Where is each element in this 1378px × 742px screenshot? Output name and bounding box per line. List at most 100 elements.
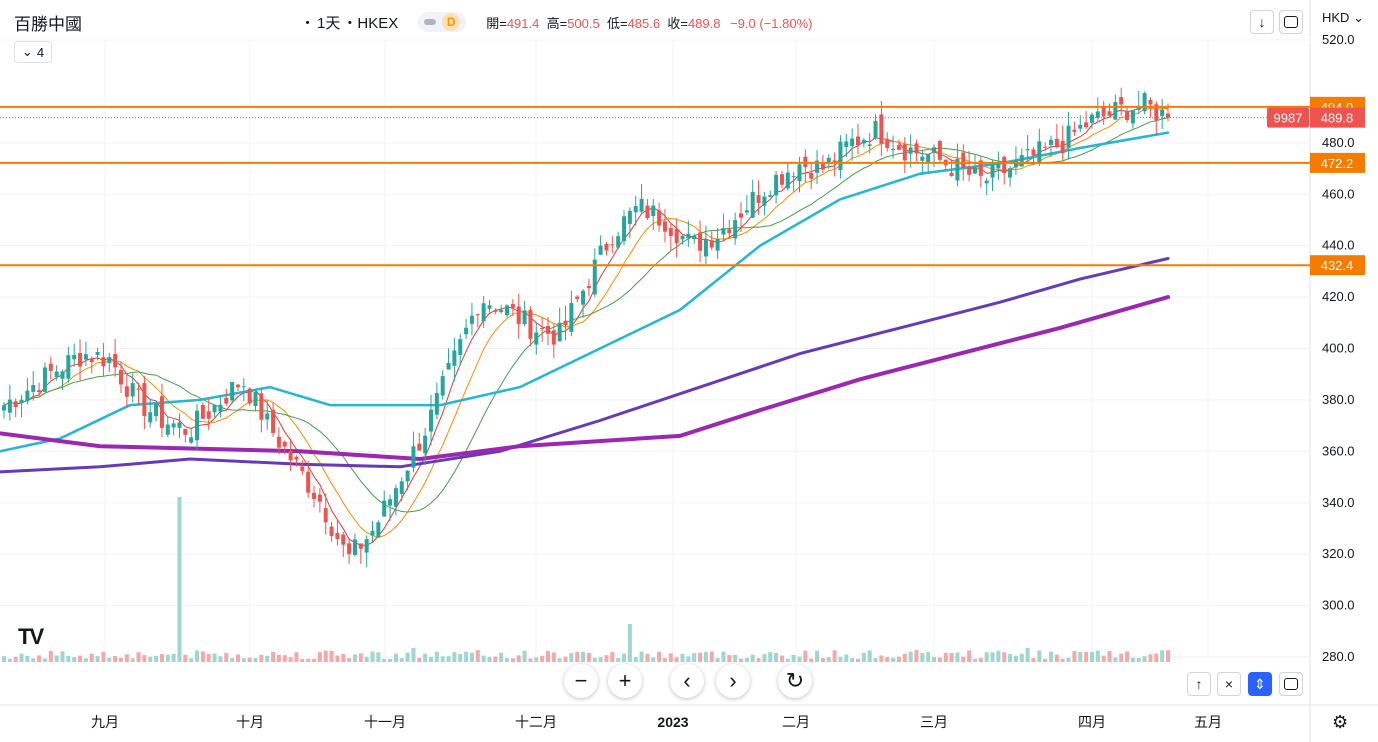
volume-bar bbox=[914, 650, 919, 662]
candle-body bbox=[586, 286, 591, 289]
scroll-left-button[interactable]: ‹ bbox=[670, 664, 704, 698]
volume-bar bbox=[352, 654, 357, 662]
volume-bar bbox=[1084, 652, 1089, 662]
candle-body bbox=[1037, 141, 1042, 163]
candle-body bbox=[908, 147, 913, 154]
candlesticks bbox=[2, 87, 1170, 568]
candle-body bbox=[896, 145, 901, 150]
volume-bar bbox=[212, 653, 217, 662]
download-button[interactable]: ↓ bbox=[1250, 10, 1274, 34]
volume-bar bbox=[1107, 650, 1112, 662]
volume-bar bbox=[399, 658, 404, 662]
volume-bar bbox=[78, 655, 83, 662]
volume-bar bbox=[475, 650, 480, 662]
candle-body bbox=[382, 500, 387, 517]
volume-bar bbox=[124, 654, 129, 662]
candle-body bbox=[1095, 111, 1100, 119]
volume-bar bbox=[358, 653, 363, 662]
candle-body bbox=[978, 160, 983, 176]
candle-body bbox=[352, 539, 357, 555]
interval-label[interactable]: 1天 bbox=[317, 14, 341, 32]
volume-bar bbox=[774, 652, 779, 662]
candle-body bbox=[522, 310, 527, 325]
volume-bar bbox=[505, 658, 510, 662]
volume-bar bbox=[779, 655, 784, 662]
candle-body bbox=[265, 413, 270, 420]
fit-screen-button[interactable] bbox=[1279, 672, 1303, 696]
volume-bar bbox=[1066, 657, 1071, 662]
volume-bar bbox=[622, 653, 627, 662]
volume-bar bbox=[1130, 657, 1135, 662]
candle-body bbox=[832, 160, 837, 163]
volume-bar bbox=[458, 653, 463, 662]
candle-body bbox=[779, 174, 784, 185]
time-tick-label: 2023 bbox=[657, 714, 688, 730]
indicators-toggle-button[interactable]: ⌄ 4 bbox=[14, 41, 52, 63]
volume-bar bbox=[1166, 650, 1170, 662]
volume-bar bbox=[692, 653, 697, 662]
candle-body bbox=[347, 543, 352, 555]
candle-body bbox=[165, 424, 170, 435]
volume-bar bbox=[809, 658, 814, 662]
level-price-label: 432.4 bbox=[1321, 258, 1354, 273]
close-scale-button[interactable]: × bbox=[1217, 672, 1241, 696]
auto-scale-button[interactable]: ⇕ bbox=[1248, 672, 1272, 696]
volume-bar bbox=[616, 657, 621, 662]
candle-body bbox=[575, 296, 580, 300]
candle-body bbox=[481, 303, 486, 322]
candle-body bbox=[83, 354, 88, 360]
candle-body bbox=[651, 205, 656, 216]
market-status-pill[interactable]: D bbox=[418, 12, 467, 32]
volume-bar bbox=[557, 658, 562, 662]
ma-cyan-line bbox=[0, 131, 1170, 453]
volume-bar bbox=[83, 658, 88, 662]
scale-up-button[interactable]: ↑ bbox=[1187, 672, 1211, 696]
volume-bar bbox=[739, 658, 744, 662]
symbol-name[interactable]: 百勝中國 bbox=[14, 14, 82, 34]
candle-body bbox=[990, 164, 995, 178]
fullscreen-icon bbox=[1284, 16, 1298, 28]
candle-body bbox=[1008, 168, 1013, 178]
candle-body bbox=[25, 390, 30, 402]
volume-bars bbox=[2, 497, 1170, 662]
currency-selector[interactable]: HKD ⌄ bbox=[1322, 10, 1364, 25]
candle-body bbox=[294, 456, 299, 460]
scroll-right-button[interactable]: › bbox=[716, 664, 750, 698]
gear-icon[interactable]: ⚙ bbox=[1332, 712, 1349, 732]
volume-bar bbox=[721, 651, 726, 662]
candle-body bbox=[312, 492, 317, 499]
candle-body bbox=[861, 139, 866, 144]
volume-bar bbox=[920, 653, 925, 662]
candle-body bbox=[1160, 109, 1165, 117]
fullscreen-button[interactable] bbox=[1279, 10, 1303, 34]
volume-bar bbox=[1025, 648, 1030, 662]
candle-body bbox=[113, 353, 118, 368]
volume-bar bbox=[855, 658, 860, 662]
volume-bar bbox=[896, 656, 901, 662]
reset-chart-button[interactable]: ↻ bbox=[778, 664, 812, 698]
volume-bar bbox=[990, 652, 995, 662]
candle-body bbox=[674, 228, 679, 244]
candle-body bbox=[569, 303, 574, 332]
candle-body bbox=[230, 382, 235, 401]
candle-body bbox=[1089, 114, 1094, 123]
zoom-in-button[interactable]: + bbox=[608, 664, 642, 698]
candle-body bbox=[1154, 104, 1159, 121]
candle-body bbox=[820, 162, 825, 170]
candle-body bbox=[1148, 99, 1153, 105]
volume-bar bbox=[937, 657, 942, 662]
exchange-label: ・HKEX bbox=[342, 14, 399, 32]
close-icon: × bbox=[1224, 676, 1234, 692]
volume-bar bbox=[715, 658, 720, 662]
volume-bar bbox=[750, 654, 755, 662]
volume-bar bbox=[148, 656, 153, 662]
candle-body bbox=[972, 167, 977, 174]
volume-bar bbox=[610, 652, 615, 662]
zoom-out-button[interactable]: − bbox=[564, 664, 598, 698]
candle-body bbox=[31, 384, 36, 392]
candle-body bbox=[118, 369, 123, 385]
volume-bar bbox=[703, 651, 708, 662]
volume-bar bbox=[195, 650, 200, 662]
